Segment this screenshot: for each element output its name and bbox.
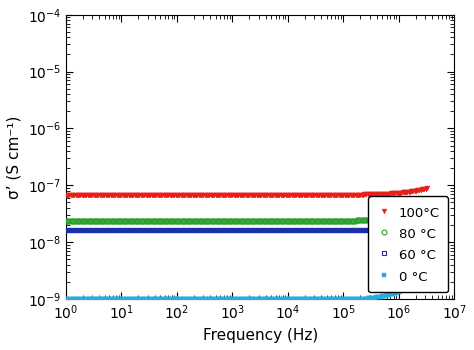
80 °C bbox=[284, 218, 290, 223]
100°C bbox=[367, 192, 373, 196]
80 °C bbox=[63, 218, 69, 223]
100°C bbox=[64, 193, 70, 197]
80 °C bbox=[278, 218, 283, 223]
60 °C bbox=[63, 228, 69, 232]
0 °C bbox=[424, 271, 429, 275]
Line: 80 °C: 80 °C bbox=[64, 217, 429, 223]
Line: 60 °C: 60 °C bbox=[64, 226, 429, 232]
0 °C bbox=[63, 297, 69, 301]
80 °C bbox=[64, 218, 70, 223]
Legend: 100°C, 80 °C, 60 °C, 0 °C: 100°C, 80 °C, 60 °C, 0 °C bbox=[368, 196, 448, 293]
Line: 100°C: 100°C bbox=[64, 186, 429, 197]
0 °C bbox=[278, 297, 283, 301]
100°C bbox=[278, 193, 283, 197]
100°C bbox=[284, 193, 290, 197]
60 °C bbox=[64, 228, 70, 232]
60 °C bbox=[390, 227, 396, 231]
60 °C bbox=[367, 228, 373, 232]
100°C bbox=[424, 186, 429, 190]
0 °C bbox=[367, 296, 373, 300]
100°C bbox=[277, 193, 283, 197]
Y-axis label: σ’ (S cm⁻¹): σ’ (S cm⁻¹) bbox=[7, 115, 22, 198]
80 °C bbox=[277, 218, 283, 223]
100°C bbox=[63, 193, 69, 197]
60 °C bbox=[284, 228, 290, 232]
0 °C bbox=[277, 297, 283, 301]
80 °C bbox=[424, 217, 429, 221]
100°C bbox=[390, 191, 396, 195]
0 °C bbox=[390, 292, 396, 296]
60 °C bbox=[424, 226, 429, 231]
80 °C bbox=[390, 218, 396, 222]
0 °C bbox=[64, 297, 70, 301]
Line: 0 °C: 0 °C bbox=[64, 271, 429, 301]
0 °C bbox=[284, 297, 290, 301]
X-axis label: Frequency (Hz): Frequency (Hz) bbox=[202, 328, 318, 343]
60 °C bbox=[278, 228, 283, 232]
60 °C bbox=[277, 228, 283, 232]
80 °C bbox=[367, 218, 373, 223]
